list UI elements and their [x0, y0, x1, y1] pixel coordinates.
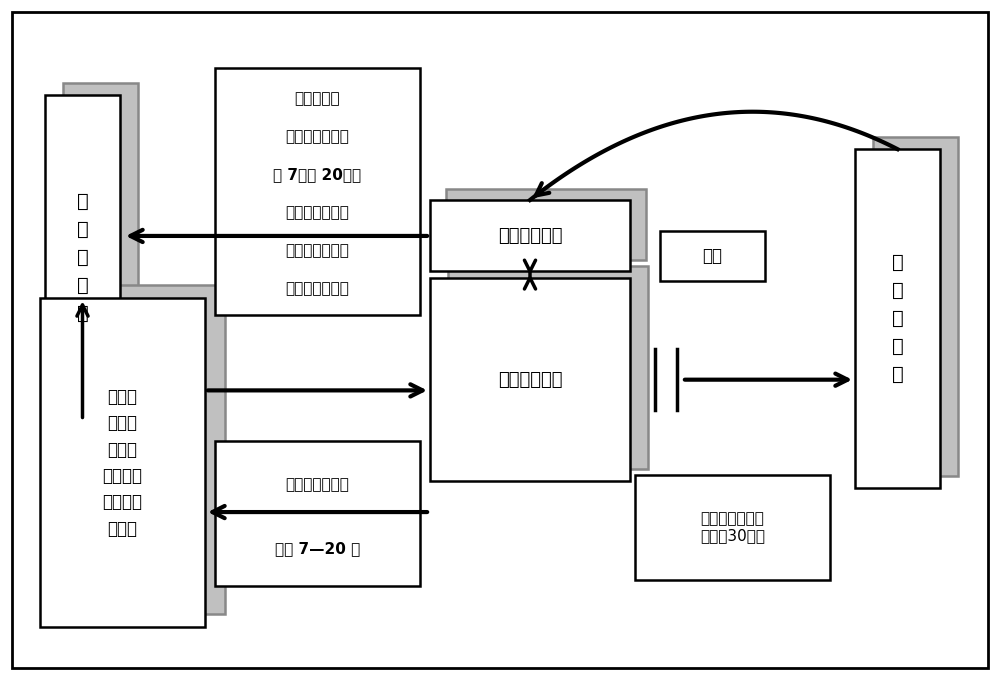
Bar [215, 68, 420, 315]
Bar [855, 149, 940, 488]
Bar [40, 298, 205, 627]
Text: 自
控
主
控
柜: 自 控 主 控 柜 [77, 192, 88, 323]
Bar [660, 231, 765, 281]
Text: 机电设
备：冷
机、冷
冻、冷却
水泵、冷
塔风机: 机电设 备：冷 机、冷 冻、冷却 水泵、冷 塔风机 [103, 388, 143, 538]
Text: 末端自控系统: 末端自控系统 [498, 226, 562, 245]
Text: 从 7度至 20度，: 从 7度至 20度， [273, 167, 362, 182]
Text: 末端空调设备: 末端空调设备 [498, 371, 562, 388]
Bar [45, 95, 120, 420]
Bar [446, 189, 646, 260]
Text: 服
务
器
机
柜: 服 务 器 机 柜 [892, 253, 903, 384]
Text: 回风: 回风 [702, 247, 722, 265]
Bar [873, 137, 958, 476]
Text: 变化 7—20 度: 变化 7—20 度 [275, 541, 360, 556]
Bar [448, 266, 648, 469]
Bar [635, 475, 830, 580]
Bar [63, 83, 138, 408]
Text: 提高供水温度，: 提高供水温度， [286, 129, 349, 144]
Text: 送风温度：提高
（上限30度）: 送风温度：提高 （上限30度） [700, 511, 765, 543]
Text: 缩短机电大功率: 缩短机电大功率 [286, 205, 349, 220]
Text: 冷机模式下: 冷机模式下 [295, 91, 340, 106]
Text: 设备运行时间，: 设备运行时间， [286, 243, 349, 258]
Bar [60, 285, 225, 614]
Text: 达到降低功率目: 达到降低功率目 [286, 281, 349, 296]
Text: 供水温度随环境: 供水温度随环境 [286, 477, 349, 492]
Bar [215, 441, 420, 586]
Bar [430, 200, 630, 271]
Bar [430, 278, 630, 481]
